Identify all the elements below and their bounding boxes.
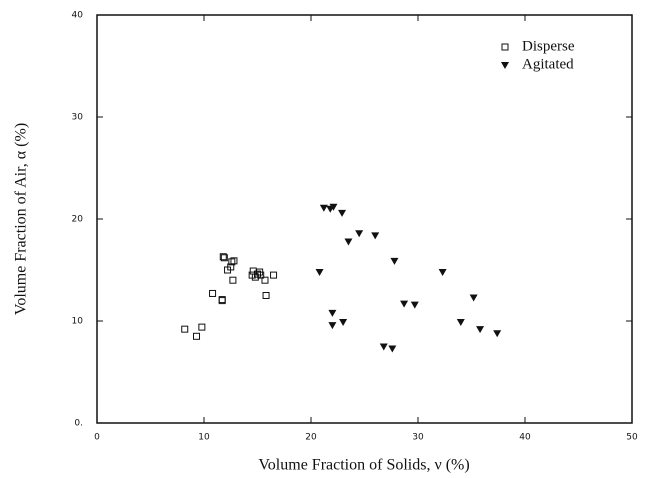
point <box>319 204 328 212</box>
point <box>379 343 388 351</box>
point <box>248 271 256 279</box>
point <box>476 326 485 334</box>
point <box>469 294 478 302</box>
x-tick-label: 30 <box>412 433 424 443</box>
point <box>230 257 238 265</box>
point <box>228 258 236 266</box>
point <box>261 276 269 284</box>
y-tick-label: 20 <box>72 215 84 225</box>
x-tick-label: 40 <box>519 433 531 443</box>
point <box>315 269 324 277</box>
legend-label: Agitated <box>522 56 574 72</box>
x-tick-label: 10 <box>198 433 210 443</box>
point <box>390 257 399 265</box>
point <box>219 253 227 261</box>
x-tick-label: 20 <box>305 433 317 443</box>
point <box>344 238 353 246</box>
plot-frame <box>96 14 633 424</box>
point <box>209 289 217 297</box>
point <box>270 271 278 279</box>
point <box>338 209 347 217</box>
y-tick-label: 0. <box>74 419 83 429</box>
point <box>371 232 380 240</box>
x-tick-label: 50 <box>626 433 638 443</box>
x-axis-title: Volume Fraction of Solids, ν (%) <box>258 457 469 474</box>
point <box>400 300 409 308</box>
legend-marker <box>501 62 509 69</box>
point <box>339 319 348 327</box>
legend-label: Disperse <box>522 38 575 54</box>
point <box>262 292 270 299</box>
point <box>193 332 201 340</box>
point <box>257 271 265 279</box>
point <box>355 230 364 238</box>
point <box>229 276 237 284</box>
point <box>328 322 337 330</box>
y-tick-label: 10 <box>72 317 84 327</box>
point <box>198 323 206 331</box>
point <box>329 203 338 211</box>
y-tick-label: 40 <box>72 11 84 21</box>
point <box>410 301 419 309</box>
legend-marker <box>501 43 509 51</box>
point <box>328 309 337 317</box>
point <box>438 269 447 277</box>
point <box>456 319 465 327</box>
point <box>218 297 226 305</box>
point <box>388 345 397 353</box>
point <box>220 254 228 262</box>
y-tick-label: 30 <box>72 113 84 123</box>
x-tick-label: 0 <box>94 433 100 443</box>
point <box>181 325 189 333</box>
y-axis-title: Volume Fraction of Air, α (%) <box>13 123 30 315</box>
point <box>493 330 502 338</box>
